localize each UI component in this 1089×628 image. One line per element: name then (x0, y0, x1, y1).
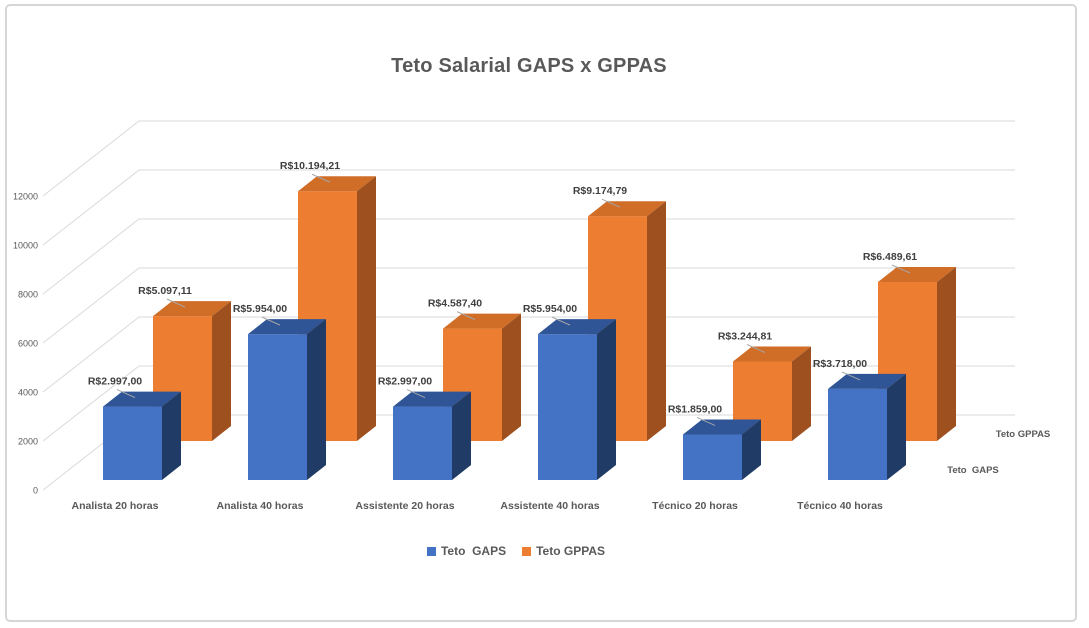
category-label-4: Técnico 20 horas (652, 500, 738, 512)
leader-line-teto-gppas-4 (746, 344, 766, 353)
bar-front-teto-gaps-0[interactable] (103, 406, 162, 480)
data-label-teto-gaps-2: R$2.997,00 (378, 376, 432, 388)
value-tick-12000: 12000 (13, 192, 38, 202)
leader-line-teto-gaps-3 (551, 316, 571, 326)
data-label-teto-gaps-3: R$5.954,00 (523, 303, 577, 315)
value-tick-10000: 10000 (13, 241, 38, 251)
value-tick-0: 0 (33, 486, 38, 496)
value-tick-2000: 2000 (18, 437, 38, 447)
category-label-3: Assistente 40 horas (500, 500, 599, 512)
bar-side-teto-gaps-0[interactable] (162, 391, 181, 480)
chart-title: Teto Salarial GAPS x GPPAS (391, 55, 667, 77)
gridline-8000 (42, 218, 1015, 295)
data-label-teto-gppas-0: R$5.097,11 (138, 285, 192, 297)
data-label-teto-gppas-4: R$3.244,81 (718, 331, 772, 343)
depth-axis-label-teto-gppas: Teto GPPAS (995, 429, 1051, 440)
bar-side-teto-gaps-1[interactable] (307, 319, 326, 480)
gridline-12000 (42, 120, 1015, 197)
data-label-teto-gppas-1: R$10.194,21 (280, 160, 340, 172)
data-label-teto-gaps-0: R$2.997,00 (88, 376, 142, 388)
bar-side-teto-gppas-3[interactable] (647, 201, 666, 441)
bar-front-teto-gaps-1[interactable] (248, 334, 307, 480)
bar-top-teto-gaps-4[interactable] (683, 419, 761, 435)
legend-label-teto-gaps: Teto GAPS (440, 544, 507, 558)
bar-side-teto-gppas-2[interactable] (502, 313, 521, 441)
legend-item-teto-gppas[interactable]: Teto GPPAS (522, 544, 605, 558)
legend-label-teto-gppas: Teto GPPAS (536, 544, 606, 558)
category-label-2: Assistente 20 horas (355, 500, 454, 512)
bar-side-teto-gaps-4[interactable] (742, 419, 761, 480)
data-label-teto-gaps-1: R$5.954,00 (233, 303, 287, 315)
data-label-teto-gppas-2: R$4.587,40 (428, 298, 482, 310)
bar-front-teto-gaps-2[interactable] (393, 406, 452, 480)
legend-swatch-teto-gppas (522, 546, 532, 556)
bar-top-teto-gppas-4[interactable] (733, 346, 811, 362)
bar-top-teto-gppas-5[interactable] (878, 267, 956, 283)
data-label-teto-gaps-4: R$1.859,00 (668, 403, 722, 415)
value-tick-8000: 8000 (18, 290, 38, 300)
leader-line-teto-gppas-2 (456, 311, 476, 321)
gridline-4000 (42, 316, 1015, 393)
category-label-1: Analista 40 horas (217, 500, 304, 512)
category-label-5: Técnico 40 horas (797, 500, 883, 512)
bar-top-teto-gaps-1[interactable] (248, 319, 326, 335)
value-tick-6000: 6000 (18, 339, 38, 349)
data-label-teto-gppas-3: R$9.174,79 (573, 185, 627, 197)
leader-line-teto-gppas-1 (311, 173, 331, 183)
leader-line-teto-gaps-5 (841, 371, 861, 381)
bar-side-teto-gaps-2[interactable] (452, 391, 471, 480)
leader-line-teto-gaps-1 (261, 316, 281, 326)
data-label-teto-gppas-5: R$6.489,61 (863, 251, 917, 263)
gridline-6000 (42, 267, 1015, 344)
leader-line-teto-gppas-3 (601, 198, 621, 208)
bar-front-teto-gaps-4[interactable] (683, 434, 742, 480)
bar-top-teto-gppas-3[interactable] (588, 201, 666, 217)
bar-side-teto-gaps-3[interactable] (597, 319, 616, 480)
bar-side-teto-gppas-1[interactable] (357, 176, 376, 441)
leader-line-teto-gaps-2 (406, 389, 426, 399)
legend-swatch-teto-gaps (426, 546, 436, 556)
data-label-teto-gaps-5: R$3.718,00 (813, 358, 867, 370)
bar-side-teto-gaps-5[interactable] (887, 373, 906, 480)
leader-line-teto-gaps-0 (116, 389, 136, 399)
gridline-10000 (42, 169, 1015, 246)
bar-side-teto-gppas-5[interactable] (937, 267, 956, 441)
bar-top-teto-gaps-5[interactable] (828, 373, 906, 389)
legend-item-teto-gaps[interactable]: Teto GAPS (426, 544, 507, 558)
category-label-0: Analista 20 horas (72, 500, 159, 512)
gridline-2000 (42, 365, 1015, 442)
leader-line-teto-gaps-4 (696, 416, 716, 426)
bar-top-teto-gaps-0[interactable] (103, 391, 181, 407)
bar-top-teto-gppas-0[interactable] (153, 301, 231, 317)
depth-axis-label-teto-gaps: Teto GAPS (947, 465, 999, 476)
bar-top-teto-gaps-3[interactable] (538, 319, 616, 335)
bar-side-teto-gppas-4[interactable] (792, 346, 811, 441)
value-tick-4000: 4000 (18, 388, 38, 398)
legend: Teto GAPS Teto GPPAS (0, 544, 1032, 558)
bar-front-teto-gaps-3[interactable] (538, 334, 597, 480)
bar-top-teto-gppas-1[interactable] (298, 176, 376, 192)
leader-line-teto-gppas-0 (166, 298, 186, 308)
bar-side-teto-gppas-0[interactable] (212, 301, 231, 441)
leader-line-teto-gppas-5 (891, 264, 911, 274)
bar-top-teto-gaps-2[interactable] (393, 391, 471, 407)
bar-top-teto-gppas-2[interactable] (443, 313, 521, 329)
bar-front-teto-gaps-5[interactable] (828, 388, 887, 480)
